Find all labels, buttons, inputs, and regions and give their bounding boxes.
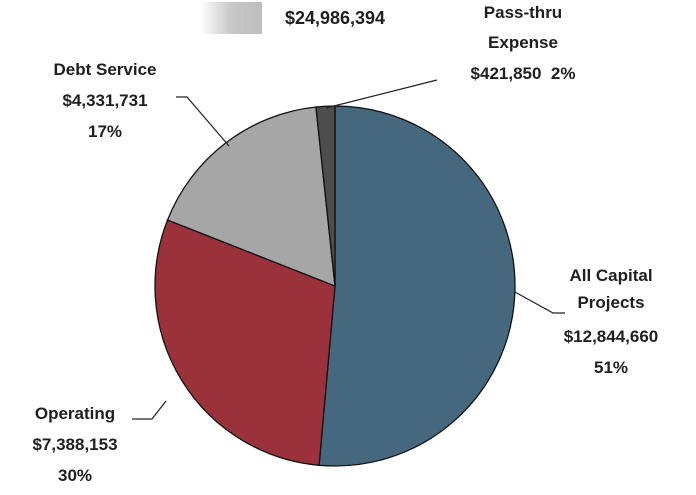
leader-line [325,79,438,109]
slice-label: Pass-thru Expense $421,850 2% [453,0,593,89]
title-shadow [200,2,262,34]
slice-label: Operating $7,388,153 30% [10,398,140,491]
leader-line [132,400,167,420]
category-label: Debt Service [53,60,157,79]
value-label: $12,844,660 [563,327,659,346]
percent-label: 2% [550,64,576,83]
category-label: All Capital Projects [569,266,653,312]
slice-label: All Capital Projects $12,844,660 51% [555,262,667,383]
leader-line [176,96,230,147]
percent-label: 30% [57,466,93,485]
leader-lines [132,79,565,420]
category-label: Operating [34,404,116,423]
category-label: Pass-thru Expense [483,3,563,52]
value-label: $421,850 [470,64,542,83]
percent-label: 17% [87,122,123,141]
value-label: $4,331,731 [62,91,148,110]
value-label: $7,388,153 [32,435,118,454]
pie-slice [318,105,516,467]
slice-label: Debt Service $4,331,731 17% [30,54,180,147]
pie [154,105,516,467]
leader-line [514,291,565,314]
pie-slice [154,219,336,467]
chart-title: $24,986,394 [284,8,386,28]
percent-label: 51% [593,358,629,377]
